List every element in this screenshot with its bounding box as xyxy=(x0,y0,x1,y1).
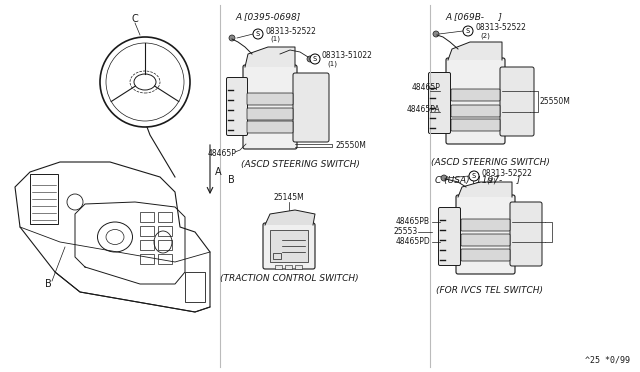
FancyBboxPatch shape xyxy=(461,234,510,246)
Text: S: S xyxy=(472,173,476,179)
Text: 25553: 25553 xyxy=(394,228,418,237)
Bar xyxy=(273,253,281,259)
Bar xyxy=(140,240,154,250)
Bar xyxy=(185,272,205,302)
Text: (2): (2) xyxy=(480,33,490,39)
Text: 08313-52522: 08313-52522 xyxy=(481,169,532,177)
FancyBboxPatch shape xyxy=(227,77,248,135)
Text: (FOR IVCS TEL SWITCH): (FOR IVCS TEL SWITCH) xyxy=(436,285,543,295)
Text: S: S xyxy=(256,31,260,37)
Circle shape xyxy=(307,56,313,62)
Bar xyxy=(275,265,282,269)
FancyBboxPatch shape xyxy=(451,89,500,101)
Polygon shape xyxy=(448,42,502,60)
FancyBboxPatch shape xyxy=(451,119,500,131)
FancyBboxPatch shape xyxy=(446,58,505,144)
Circle shape xyxy=(441,175,447,181)
FancyBboxPatch shape xyxy=(510,202,542,266)
FancyBboxPatch shape xyxy=(438,208,461,266)
Bar xyxy=(270,230,308,262)
Text: S: S xyxy=(313,56,317,62)
Bar xyxy=(140,212,154,222)
Circle shape xyxy=(253,29,263,39)
Polygon shape xyxy=(458,182,512,197)
Bar xyxy=(140,254,154,264)
Text: B: B xyxy=(45,279,51,289)
FancyBboxPatch shape xyxy=(456,195,515,274)
Text: (TRACTION CONTROL SWITCH): (TRACTION CONTROL SWITCH) xyxy=(220,275,358,283)
Text: 25550M: 25550M xyxy=(335,141,366,150)
Text: 48465P: 48465P xyxy=(411,83,440,93)
Text: 08313-52522: 08313-52522 xyxy=(475,23,526,32)
FancyBboxPatch shape xyxy=(429,73,451,134)
Bar xyxy=(158,240,172,250)
Circle shape xyxy=(463,26,473,36)
Bar xyxy=(295,265,302,269)
FancyBboxPatch shape xyxy=(243,65,297,149)
Text: B: B xyxy=(228,175,235,185)
FancyBboxPatch shape xyxy=(247,108,293,120)
Text: A [069B-     ]: A [069B- ] xyxy=(445,13,502,22)
Bar xyxy=(158,254,172,264)
Circle shape xyxy=(229,35,235,41)
Text: (ASCD STEERING SWITCH): (ASCD STEERING SWITCH) xyxy=(241,160,360,169)
Text: 08313-52522: 08313-52522 xyxy=(265,26,316,35)
Text: 25550M: 25550M xyxy=(540,97,571,106)
Circle shape xyxy=(310,54,320,64)
Text: C: C xyxy=(132,14,138,24)
Text: A: A xyxy=(215,167,221,177)
Text: A [0395-0698]: A [0395-0698] xyxy=(235,13,300,22)
Text: ^25 *0/99: ^25 *0/99 xyxy=(585,356,630,365)
Text: (2): (2) xyxy=(486,178,496,184)
Circle shape xyxy=(469,171,479,181)
FancyBboxPatch shape xyxy=(263,223,315,269)
FancyBboxPatch shape xyxy=(451,105,500,117)
Bar xyxy=(140,226,154,236)
FancyBboxPatch shape xyxy=(247,121,293,133)
Bar xyxy=(285,265,292,269)
Text: 08313-51022: 08313-51022 xyxy=(322,51,373,61)
Text: (ASCD STEERING SWITCH): (ASCD STEERING SWITCH) xyxy=(431,157,549,167)
Text: 48465PD: 48465PD xyxy=(396,237,430,247)
Text: 48465PA: 48465PA xyxy=(406,105,440,113)
Bar xyxy=(30,174,58,224)
FancyBboxPatch shape xyxy=(293,73,329,142)
Text: 25145M: 25145M xyxy=(274,193,305,202)
FancyBboxPatch shape xyxy=(247,93,293,105)
Bar xyxy=(158,226,172,236)
FancyBboxPatch shape xyxy=(461,219,510,231)
Polygon shape xyxy=(245,47,295,67)
Text: (1): (1) xyxy=(270,36,280,42)
FancyBboxPatch shape xyxy=(500,67,534,136)
FancyBboxPatch shape xyxy=(461,249,510,261)
Text: S: S xyxy=(466,28,470,34)
Circle shape xyxy=(433,31,439,37)
Text: (1): (1) xyxy=(327,61,337,67)
Text: 48465P: 48465P xyxy=(208,150,237,158)
Bar xyxy=(158,212,172,222)
Text: 48465PB: 48465PB xyxy=(396,218,430,227)
Polygon shape xyxy=(265,210,315,225)
Text: C (USA) [1197-     ]: C (USA) [1197- ] xyxy=(435,176,520,185)
